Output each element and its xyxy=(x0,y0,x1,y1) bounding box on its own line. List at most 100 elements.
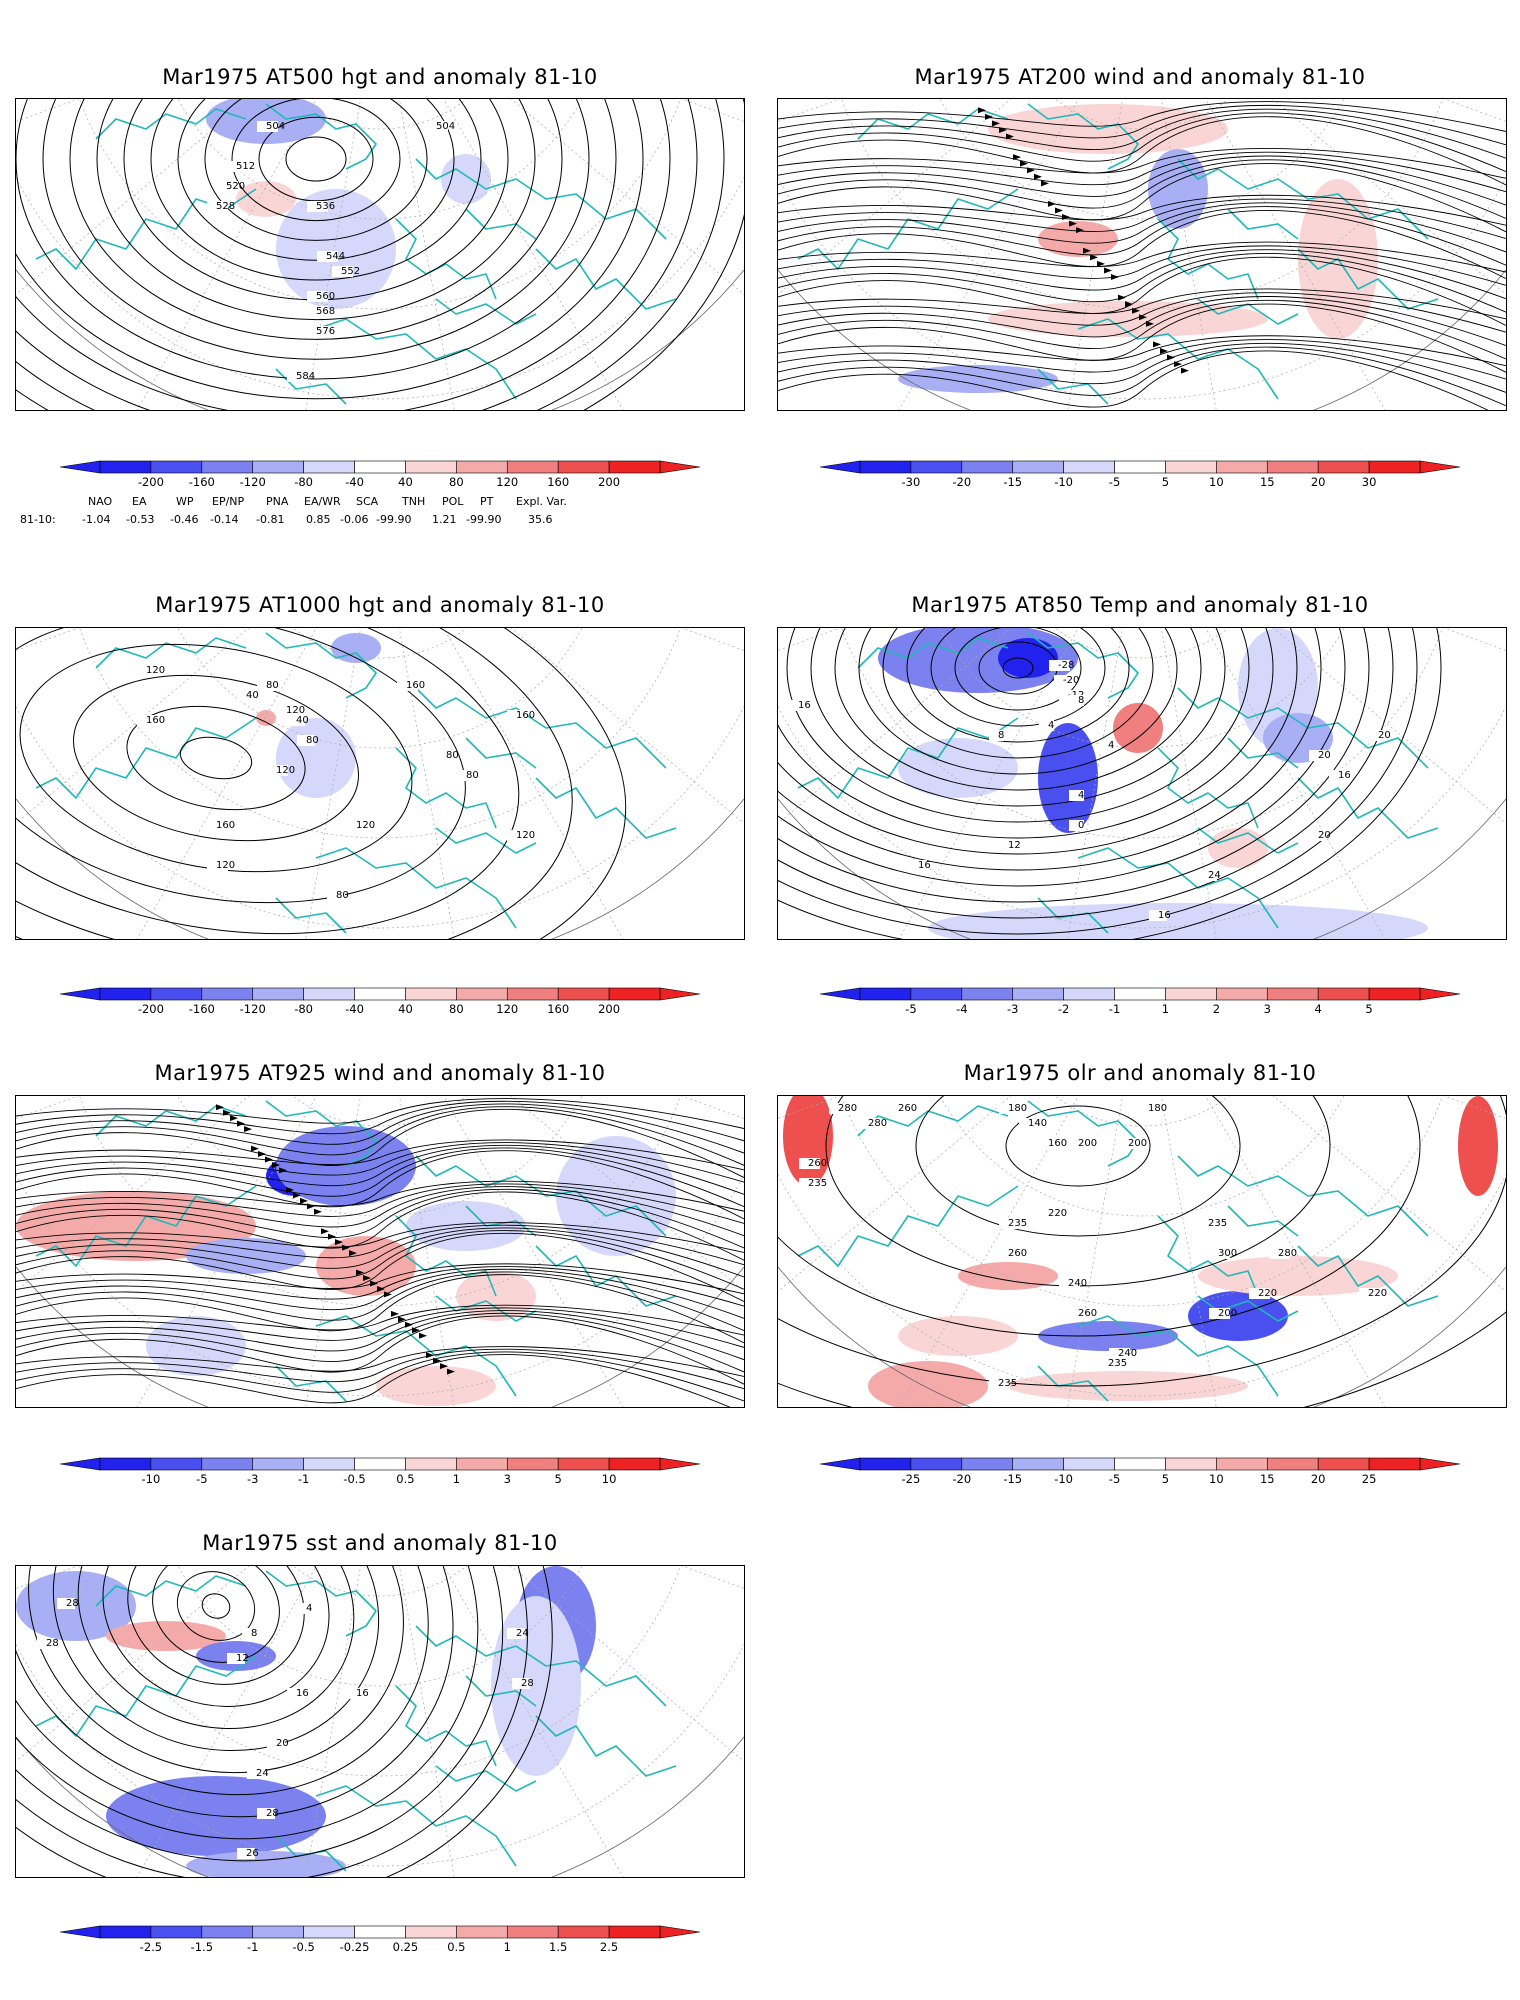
streamline xyxy=(16,1232,744,1302)
coastline xyxy=(95,1575,247,1607)
contour-label: 260 xyxy=(889,1103,917,1114)
contour-label: 12 xyxy=(999,840,1021,851)
contour-line xyxy=(16,99,617,380)
contour-label: 300 xyxy=(1209,1248,1237,1259)
colorbar-scale xyxy=(59,1925,701,1939)
streamline-arrow xyxy=(370,1280,378,1287)
streamline-arrow xyxy=(272,1161,280,1168)
colorbar-tick-label: -80 xyxy=(294,475,314,489)
colorbar-box xyxy=(1063,987,1115,1001)
contour-label-text: 8 xyxy=(998,730,1004,741)
streamline xyxy=(778,163,1506,233)
anomaly-shading xyxy=(331,633,381,663)
meridian-line xyxy=(1067,99,1123,410)
meridian-line xyxy=(510,628,744,824)
colorbar-box xyxy=(506,460,559,474)
contour-label-text: 80 xyxy=(446,750,459,761)
contour-label-text: 120 xyxy=(146,665,165,676)
colorbar-scale xyxy=(59,1457,701,1471)
streamline-arrow xyxy=(314,1208,322,1215)
contour-line xyxy=(1002,657,1034,679)
contour-label: -28 xyxy=(1049,660,1074,671)
contour-line xyxy=(778,628,1298,855)
index-value-cell: -99.90 xyxy=(376,513,412,526)
colorbar-box xyxy=(1114,460,1166,474)
colorbar-box xyxy=(961,460,1014,474)
contour-label-text: 4 xyxy=(1078,790,1084,801)
colorbar-box xyxy=(506,1457,559,1471)
contour-label-text: 280 xyxy=(838,1103,857,1114)
contour-line xyxy=(778,628,1370,903)
contour-label: 280 xyxy=(859,1118,887,1129)
colorbar-tick-label: 25 xyxy=(1361,1472,1377,1486)
hemisphere-edge xyxy=(16,798,744,939)
contour-label-text: -28 xyxy=(1058,660,1074,671)
streamline xyxy=(778,350,1489,410)
colorbar-tick-label: -5 xyxy=(196,1472,208,1486)
colorbar-box xyxy=(1063,1457,1115,1471)
streamline xyxy=(16,1304,744,1336)
colorbar-low-arrow xyxy=(59,460,101,474)
contour-label-text: 12 xyxy=(236,1653,249,1664)
streamline-arrow xyxy=(978,107,986,114)
streamline-arrow xyxy=(1174,361,1182,368)
panel-title: Mar1975 sst and anomaly 81-10 xyxy=(202,1531,558,1555)
colorbar-low-arrow xyxy=(819,460,861,474)
coastline xyxy=(1297,1245,1439,1307)
colorbar-tick-label: -0.25 xyxy=(339,1940,370,1954)
map-canvas: 28 28 4 8 12 16 16 20 24 28 26 24 28 xyxy=(16,1566,744,1877)
meridian-line xyxy=(136,1096,317,1407)
contour-label: 235 xyxy=(989,1378,1017,1389)
panel-olr: Mar1975 olr and anomaly 81-10 280 260 280 1… xyxy=(760,1055,1520,1505)
colorbar-box xyxy=(1368,460,1421,474)
meridian-line xyxy=(1161,1096,1217,1407)
streamline xyxy=(16,1310,744,1361)
contour-line xyxy=(16,1566,504,1862)
contour-line xyxy=(915,1096,1241,1237)
streamline xyxy=(778,346,1506,407)
contour-label-text: 16 xyxy=(918,860,931,871)
colorbar-tick-label: 200 xyxy=(598,1002,621,1016)
streamline-arrow xyxy=(1125,301,1133,308)
coastline xyxy=(265,103,377,170)
contour-label: 24 xyxy=(247,1768,269,1779)
contour-label: 8 xyxy=(1069,695,1084,706)
contour-line xyxy=(810,628,1226,807)
anomaly-shading xyxy=(988,104,1228,154)
colorbar-box xyxy=(608,1457,661,1471)
contour-label: 576 xyxy=(307,326,335,337)
contour-label-text: 520 xyxy=(226,181,245,192)
contour-label: 140 xyxy=(1019,1118,1047,1129)
streamline-arrow xyxy=(258,1151,266,1158)
contour-line xyxy=(77,1566,355,1730)
contour-line xyxy=(19,643,413,873)
contour-label-text: 260 xyxy=(1078,1308,1097,1319)
streamline xyxy=(16,1139,744,1171)
colorbar-tick-label: 15 xyxy=(1259,475,1275,489)
colorbar-tick-label: 10 xyxy=(1209,1472,1224,1486)
streamline-arrow xyxy=(419,1332,427,1339)
contour-label: 4 xyxy=(1039,720,1054,731)
anomaly-shading xyxy=(1008,1371,1248,1401)
colorbar-box xyxy=(99,1925,152,1939)
contour-label-text: 568 xyxy=(316,306,335,317)
contour-label: 8 xyxy=(242,1628,257,1639)
colorbar-box xyxy=(1317,987,1370,1001)
streamline-arrow xyxy=(1034,173,1042,180)
contour-label-text: 140 xyxy=(1028,1118,1047,1129)
latitude-line xyxy=(177,99,583,220)
streamline-arrow xyxy=(1139,314,1147,321)
coastline xyxy=(797,1185,1019,1267)
anomaly-shading xyxy=(898,365,1058,393)
colorbar-box xyxy=(961,987,1014,1001)
meridian-line xyxy=(1443,1096,1506,1119)
contour-label-text: 544 xyxy=(326,251,345,262)
coastline xyxy=(1027,1100,1139,1167)
colorbar-tick-label: -2.5 xyxy=(139,1940,163,1954)
contour-label-text: 235 xyxy=(998,1378,1017,1389)
colorbar-box xyxy=(303,460,355,474)
colorbar-box xyxy=(354,987,406,1001)
colorbar-box xyxy=(252,987,304,1001)
contour-label-text: 20 xyxy=(1318,830,1331,841)
